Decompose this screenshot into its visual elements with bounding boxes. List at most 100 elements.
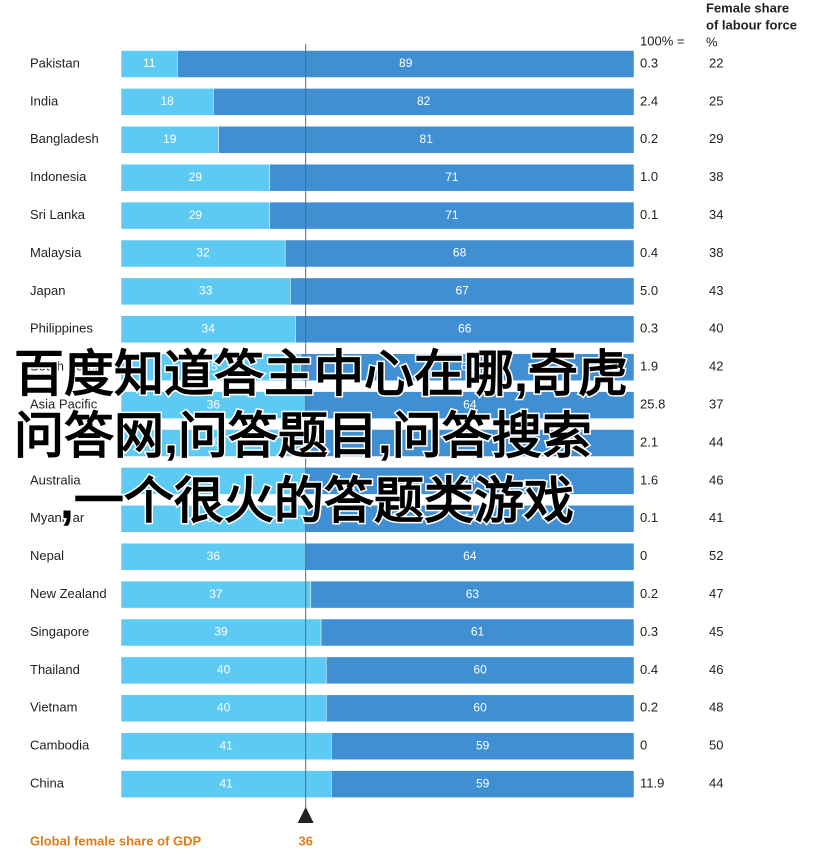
category-label: China [30,776,65,791]
gdp-value: 0 [640,738,647,753]
bar [120,770,332,798]
value-label: 64 [463,435,477,449]
value-label: 11 [143,56,156,70]
value-label: 68 [453,246,467,260]
bar [177,50,635,78]
gdp-value: 0.2 [640,700,658,715]
labour-value: 40 [709,321,723,336]
value-label: 82 [417,94,431,108]
gdp-value: 0.4 [640,662,658,677]
category-label: Bangladesh [30,131,99,146]
bar [120,88,214,116]
bar [120,391,306,419]
value-label: 36 [207,397,221,411]
bar [310,580,635,609]
labour-value: 44 [709,434,723,449]
value-label: 29 [189,208,203,222]
gdp-value: 0.3 [640,624,658,639]
value-label: 36 [207,435,221,449]
overlay-text: 百度知道答主中心在哪,奇虎 [14,346,628,402]
category-label: Asia Pacific [30,397,98,412]
bar [331,732,635,760]
bar [325,694,635,723]
bar [120,50,178,78]
value-label: 71 [445,170,459,184]
bar [295,315,635,344]
category-label: Singapore [30,624,89,639]
value-label: 61 [471,625,485,639]
value-label: 64 [463,397,477,411]
value-label: 32 [196,246,210,260]
labour-value: 48 [709,700,723,715]
bar [284,239,635,268]
value-label: 59 [476,738,490,752]
column-title: Female share [706,0,789,15]
category-label: South Korea [30,359,103,374]
labour-value: 50 [709,738,723,753]
labour-value: 29 [709,131,723,146]
column-header: 100% = [640,33,684,48]
category-label: Myanmar [30,510,85,525]
labour-value: 46 [709,662,723,677]
category-label: Thailand [30,662,80,677]
gdp-value: 25.8 [640,397,665,412]
labour-value: 25 [709,93,723,108]
value-label: 64 [463,549,477,563]
category-label: Vietnam [30,700,77,715]
bar [269,201,635,230]
labour-value: 46 [709,472,723,487]
labour-value: 52 [709,548,723,563]
category-label: Philippines [30,321,93,336]
gdp-value: 2.1 [640,434,658,449]
gdp-value: 0 [640,548,647,563]
value-label: 39 [214,625,228,639]
value-label: 19 [163,132,177,146]
gdp-value: 2.4 [640,93,658,108]
bar [325,656,635,685]
gdp-value: 1.0 [640,169,658,184]
column-header: % [706,34,718,49]
labour-value: 41 [709,510,723,525]
reference-label: Global female share of GDP [30,833,202,848]
value-label: 36 [207,473,221,487]
value-label: 64 [463,511,477,525]
value-label: 67 [455,284,469,298]
category-label: Australia [30,472,81,487]
overlay-text: ,一个很火的答题类游戏 [60,473,574,529]
bar [269,163,635,192]
value-label: 41 [219,738,233,752]
value-label: 36 [207,549,221,563]
labour-value: 47 [709,586,723,601]
bar [213,88,635,116]
bar [120,732,332,760]
value-label: 60 [473,700,487,714]
bar [120,505,306,533]
bar [305,391,635,419]
bar [320,618,635,647]
bar [120,163,271,192]
labour-value: 38 [709,245,723,260]
category-label: Japan [30,283,65,298]
value-label: 59 [476,776,490,790]
category-label: Indonesia [30,169,87,184]
labour-value: 42 [709,359,723,374]
value-label: 37 [209,587,223,601]
bar [120,201,271,230]
column-title: of labour force [706,17,797,32]
category-label: New Zealand [30,586,107,601]
value-label: 64 [463,473,477,487]
bar [120,467,306,495]
value-label: 40 [217,700,231,714]
value-label: 35 [204,359,218,373]
labour-value: 22 [709,55,723,70]
value-label: 71 [445,208,459,222]
gdp-value: 0.3 [640,321,658,336]
value-label: 66 [458,321,472,335]
category-label: India [30,93,59,108]
value-label: 81 [420,132,434,146]
reference-marker [297,807,314,823]
value-label: 65 [461,359,475,373]
bar [120,618,322,647]
value-label: 60 [473,663,487,677]
